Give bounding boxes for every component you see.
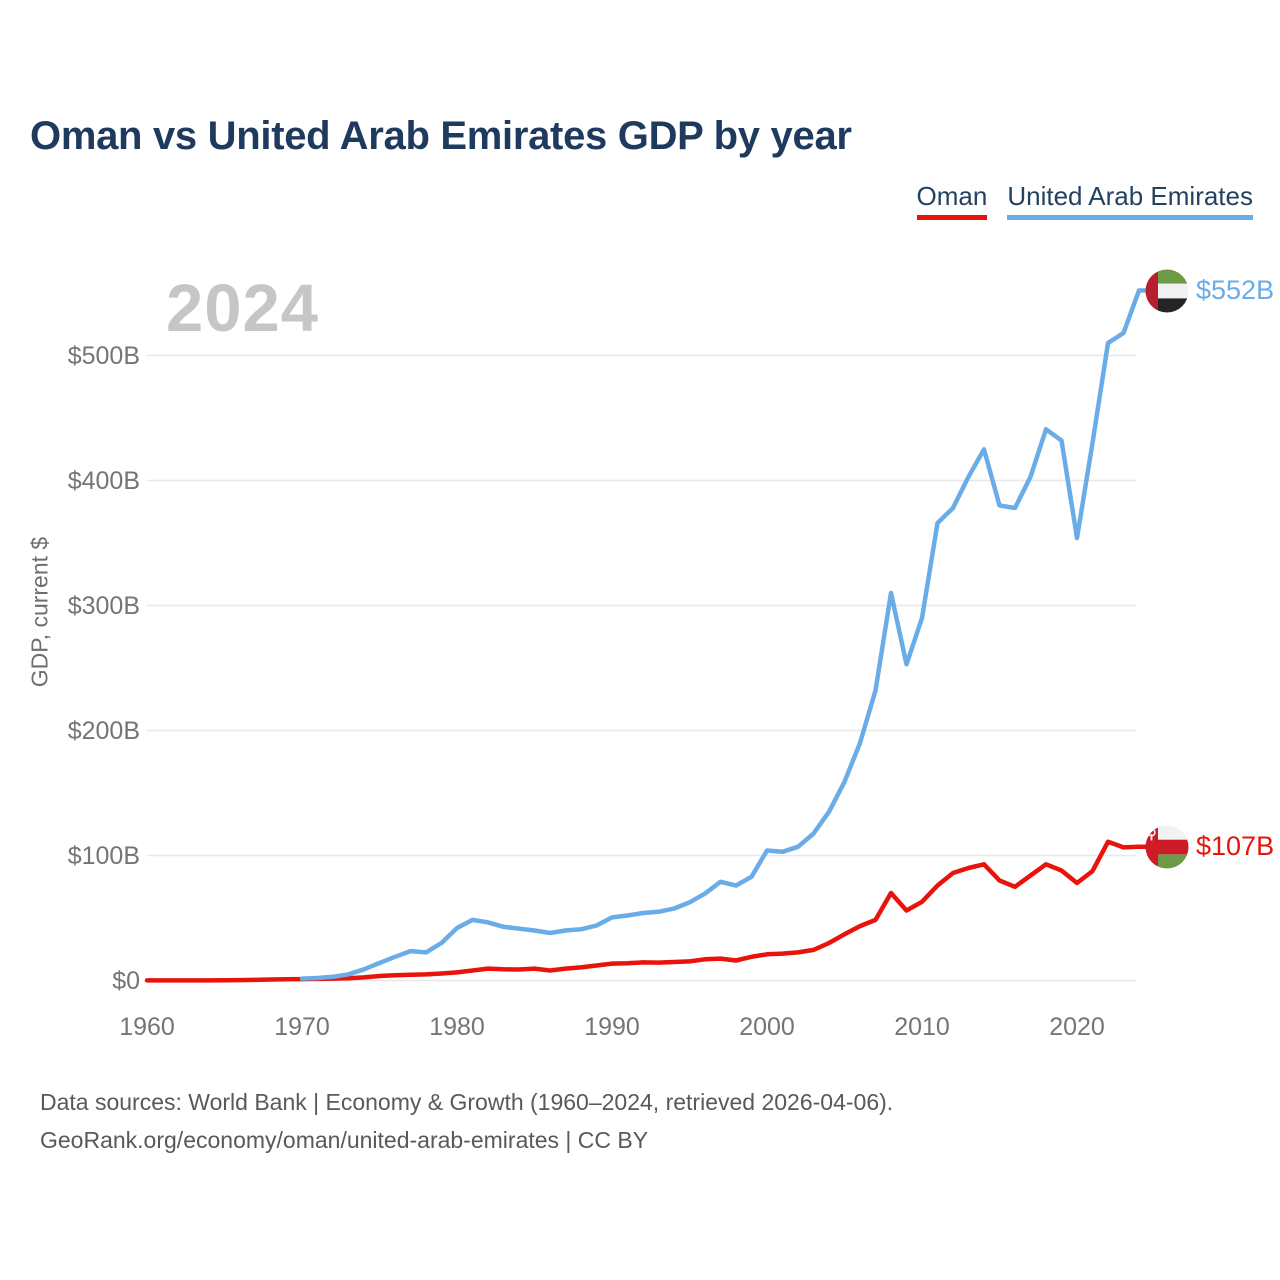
x-tick-label: 1980 (429, 1013, 485, 1041)
oman-end-label: $107B (1196, 831, 1275, 862)
x-tick-label: 2000 (739, 1013, 795, 1041)
legend: Oman United Arab Emirates (916, 181, 1253, 220)
legend-item-uae[interactable]: United Arab Emirates (1007, 181, 1253, 220)
footer: Data sources: World Bank | Economy & Gro… (40, 1083, 893, 1159)
y-tick-label: $200B (67, 716, 140, 745)
y-tick-label: $500B (67, 341, 140, 370)
watermark-year: 2024 (166, 271, 320, 346)
x-tick-label: 1960 (119, 1013, 175, 1041)
x-tick-label: 1990 (584, 1013, 640, 1041)
y-tick-label: $400B (67, 466, 140, 495)
y-tick-label: $100B (67, 841, 140, 870)
footer-url: GeoRank.org/economy/oman/united-arab-emi… (40, 1127, 649, 1153)
x-tick-label: 2020 (1049, 1013, 1105, 1041)
uae-end-label: $552B (1196, 275, 1275, 305)
uae-line (299, 288, 1151, 981)
footer-sources: Data sources: World Bank | Economy & Gro… (40, 1089, 894, 1115)
x-tick-label: 1970 (274, 1013, 330, 1041)
y-axis-title: GDP, current $ (26, 536, 53, 688)
y-tick-label: $300B (67, 591, 140, 620)
x-tick-label: 2010 (894, 1013, 950, 1041)
page-title: Oman vs United Arab Emirates GDP by year (30, 114, 852, 158)
uae-flag-icon (1145, 269, 1189, 312)
y-tick-label: $0 (112, 966, 140, 995)
oman-flag-icon (1145, 825, 1189, 869)
legend-item-oman[interactable]: Oman (916, 181, 988, 220)
